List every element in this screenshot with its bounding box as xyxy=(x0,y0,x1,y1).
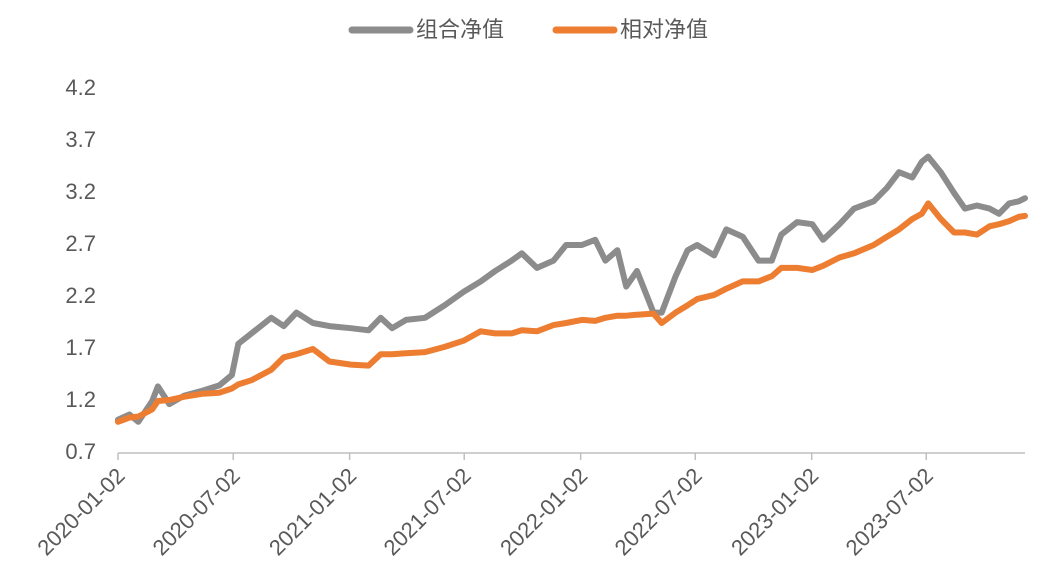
y-tick-label: 1.2 xyxy=(65,387,96,412)
y-tick-label: 1.7 xyxy=(65,335,96,360)
y-tick-label: 3.2 xyxy=(65,179,96,204)
series-line xyxy=(115,153,1028,425)
y-tick-label: 2.2 xyxy=(65,283,96,308)
x-tick-label: 2021-01-02 xyxy=(264,463,361,560)
legend-label: 组合净值 xyxy=(416,18,504,43)
x-tick-label: 2022-01-02 xyxy=(495,463,592,560)
y-tick-label: 2.7 xyxy=(65,231,96,256)
y-tick-label: 3.7 xyxy=(65,127,96,152)
x-tick-label: 2022-07-02 xyxy=(610,463,707,560)
y-tick-label: 4.2 xyxy=(65,75,96,100)
x-tick-label: 2020-07-02 xyxy=(148,463,245,560)
x-tick-label: 2020-01-02 xyxy=(32,463,129,560)
y-tick-label: 0.7 xyxy=(65,439,96,464)
x-tick-label: 2021-07-02 xyxy=(379,463,476,560)
x-tick-label: 2023-07-02 xyxy=(841,463,938,560)
legend: 组合净值 相对净值 xyxy=(348,18,708,43)
x-tick-label: 2023-01-02 xyxy=(726,463,823,560)
legend-label: 相对净值 xyxy=(620,18,708,43)
series-line xyxy=(115,200,1028,425)
